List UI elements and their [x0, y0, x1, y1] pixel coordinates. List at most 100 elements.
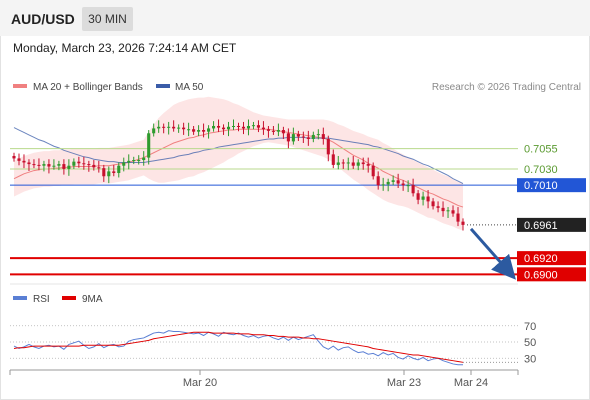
candle-body [107, 171, 111, 177]
candle-body [37, 164, 41, 166]
candle-body [182, 127, 186, 130]
candle-body [316, 134, 320, 136]
candle-body [391, 180, 395, 182]
candle-body [57, 164, 61, 166]
candle-body [261, 127, 265, 130]
candle-body [376, 176, 380, 186]
candle-body [256, 125, 261, 128]
candle-body [47, 164, 51, 167]
candle-body [132, 160, 136, 162]
bollinger-band [14, 96, 463, 231]
candle-body [286, 133, 290, 142]
candle-body [281, 130, 285, 134]
datetime-label: Monday, March 23, 2026 7:24:14 AM CET [13, 41, 237, 55]
candle-body [87, 164, 91, 166]
rsi-ma9-line [13, 331, 464, 363]
x-tick-label: Mar 23 [387, 377, 421, 389]
candle-body [311, 134, 315, 139]
candle-body [207, 128, 211, 132]
candle-body [406, 185, 410, 187]
candle-body [326, 138, 330, 155]
support-tag [517, 267, 586, 282]
candle-body [162, 126, 166, 128]
candle-body [117, 165, 121, 174]
candle-body [306, 137, 310, 139]
candle-body [42, 164, 46, 166]
candle-body [172, 126, 176, 129]
x-tick-label: Mar 24 [454, 377, 488, 389]
candle-body [32, 164, 36, 166]
candle-body [416, 193, 420, 200]
candle-body [266, 129, 270, 131]
candle-body [112, 171, 116, 174]
candle-body [236, 125, 241, 127]
candle-body [17, 158, 21, 161]
candle-body [396, 180, 400, 184]
rsi-line [13, 330, 463, 366]
ma50-line [13, 127, 464, 184]
candle-body [296, 134, 300, 137]
candle-body [72, 161, 76, 166]
candle-body [202, 130, 206, 132]
candle-body [436, 206, 440, 208]
candle-body [426, 196, 430, 202]
ma9-legend-swatch [62, 296, 76, 300]
rsi-legend-label: RSI [33, 294, 50, 305]
candle-body [97, 167, 101, 169]
candle-body [152, 128, 156, 134]
rsi-tick-label: 70 [524, 321, 536, 333]
candle-body [456, 213, 460, 222]
timeframe-button[interactable]: 30 MIN [82, 7, 133, 31]
resistance-label: 0.7055 [524, 144, 558, 156]
candle-body [147, 133, 151, 158]
candle-body [246, 125, 251, 129]
candle-body [127, 160, 131, 163]
ma20-legend-swatch [13, 84, 27, 88]
last-price-tag [517, 217, 586, 232]
candle-body [167, 126, 171, 128]
resistance-label: 0.7030 [524, 164, 558, 176]
rsi-legend-swatch [13, 296, 27, 300]
candle-body [27, 162, 31, 165]
candle-body [351, 162, 355, 166]
candle-body [82, 163, 86, 165]
candle-body [177, 127, 181, 129]
candle-body [371, 165, 375, 177]
candle-body [441, 207, 445, 212]
copyright-label: Research © 2026 Trading Central [432, 82, 581, 93]
rsi-tick-label: 50 [524, 337, 536, 349]
candle-body [122, 162, 126, 166]
ma50-legend-label: MA 50 [175, 82, 204, 93]
candle-body [212, 125, 216, 129]
candle-body [386, 181, 390, 185]
rsi-tick-label: 30 [524, 353, 536, 365]
candle-body [366, 164, 370, 166]
candle-body [451, 210, 455, 214]
candle-body [226, 126, 231, 130]
candle-body [157, 126, 161, 129]
candle-body [336, 162, 340, 165]
candle-body [331, 154, 335, 165]
ma9-legend-label: 9MA [82, 294, 103, 305]
ma50-legend-swatch [156, 84, 170, 88]
candle-body [62, 164, 66, 169]
candle-body [137, 160, 141, 162]
candle-body [216, 125, 221, 128]
candle-body [401, 183, 405, 186]
candle-body [77, 161, 81, 164]
candle-body [92, 164, 96, 168]
candle-body [421, 196, 425, 200]
candle-body [461, 221, 465, 225]
candle-body [142, 157, 146, 161]
support-label: 0.6900 [524, 269, 558, 281]
candle-body [52, 165, 56, 167]
candle-body [301, 136, 305, 138]
candle-body [356, 162, 360, 166]
x-tick-label: Mar 20 [183, 377, 217, 389]
candle-body [231, 125, 236, 127]
candle-body [446, 210, 450, 212]
candle-body [346, 162, 350, 164]
forecast-arrow [469, 227, 516, 280]
